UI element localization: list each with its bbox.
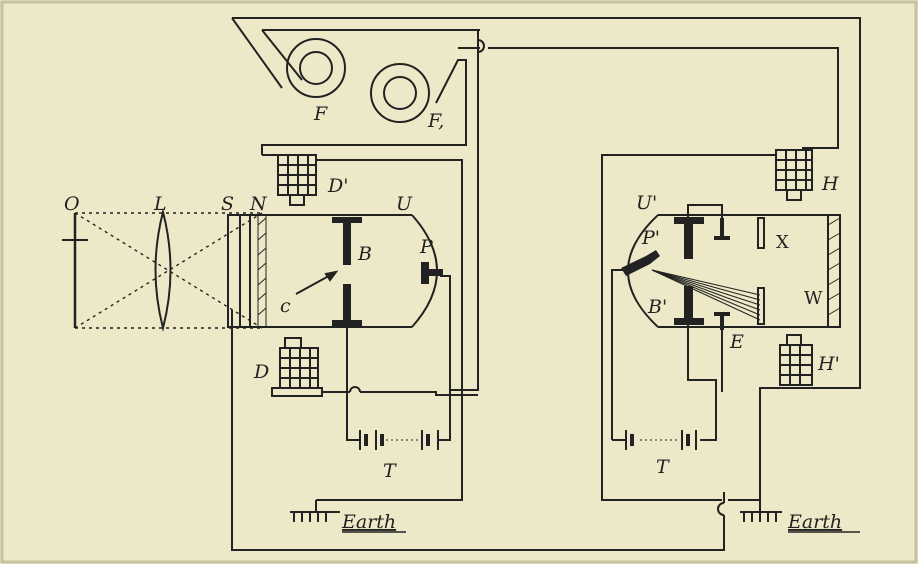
top-wiring bbox=[231, 17, 861, 391]
label-s: S bbox=[221, 193, 234, 215]
label-e: E bbox=[729, 331, 744, 353]
battery-t-right bbox=[611, 269, 723, 450]
electromagnet-d-prime bbox=[277, 154, 317, 206]
electromagnet-h-prime bbox=[779, 334, 813, 386]
label-h: H bbox=[821, 173, 839, 195]
label-l: L bbox=[153, 193, 167, 215]
label-f: F bbox=[313, 103, 328, 125]
earth-right-label: Earth bbox=[787, 511, 842, 533]
label-b: B bbox=[357, 243, 372, 265]
reel-f bbox=[286, 38, 346, 98]
label-o: O bbox=[64, 193, 80, 215]
label-t-right: T bbox=[656, 456, 670, 478]
label-d-prime: D' bbox=[327, 175, 348, 197]
label-w: W bbox=[804, 288, 823, 309]
electromagnet-d bbox=[271, 337, 323, 397]
label-h-prime: H' bbox=[817, 353, 840, 375]
earth-left-symbol bbox=[290, 500, 340, 522]
label-d: D bbox=[253, 361, 269, 383]
label-f1: F, bbox=[427, 110, 444, 132]
earth-left-label: Earth bbox=[341, 511, 396, 533]
label-p: P bbox=[419, 236, 434, 258]
label-u-prime: U' bbox=[636, 192, 657, 214]
photo-cell-u bbox=[227, 214, 438, 328]
label-u: U bbox=[396, 193, 413, 215]
label-n: N bbox=[249, 193, 268, 215]
reel-f1 bbox=[370, 63, 430, 123]
electrode-b-prime bbox=[621, 217, 730, 330]
earth-right-symbol bbox=[740, 500, 782, 522]
electrode-b bbox=[332, 217, 443, 326]
electromagnet-h bbox=[775, 149, 813, 201]
label-c: c bbox=[280, 295, 291, 317]
label-b-prime: B' bbox=[647, 296, 667, 318]
battery-t-left bbox=[346, 275, 451, 450]
label-p-prime: P' bbox=[641, 227, 660, 249]
label-x: X bbox=[776, 232, 789, 253]
label-t-left: T bbox=[383, 460, 397, 482]
